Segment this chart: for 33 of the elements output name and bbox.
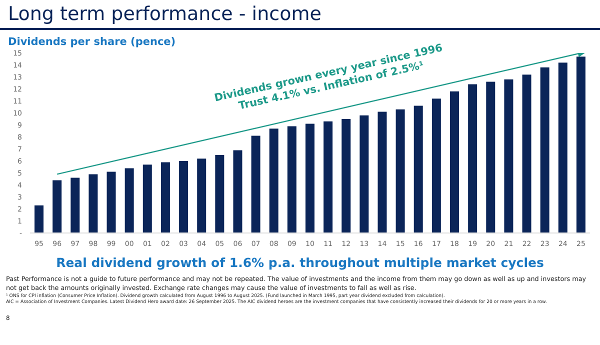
bar [305,124,314,233]
bar [522,74,532,233]
bar [70,178,80,233]
bar [342,119,351,233]
bar [414,106,423,233]
bar [396,109,405,233]
bar [160,162,170,233]
bar [34,205,44,233]
bar [378,112,387,233]
bar [124,168,134,233]
chart-title: Long term performance - income [8,3,322,25]
bar [269,128,278,233]
bar [88,174,98,233]
bar [360,115,369,233]
bar [324,121,333,233]
bar [432,98,441,233]
y-axis-title: Dividends per share (pence) [8,36,176,48]
bar [142,164,152,233]
text: Real dividend growth of 1.6% p.a. throughout multiple market cycles [55,255,545,270]
bar [215,155,224,233]
bar [504,79,514,233]
bar [450,91,459,233]
bar [197,158,206,233]
bar [558,62,568,233]
bar [540,67,550,233]
bar [251,136,260,233]
bar [287,126,296,233]
bar [179,161,188,233]
bar [233,150,242,233]
bar [106,172,116,233]
bar [52,180,62,233]
bar [486,82,496,233]
bar [468,84,478,233]
